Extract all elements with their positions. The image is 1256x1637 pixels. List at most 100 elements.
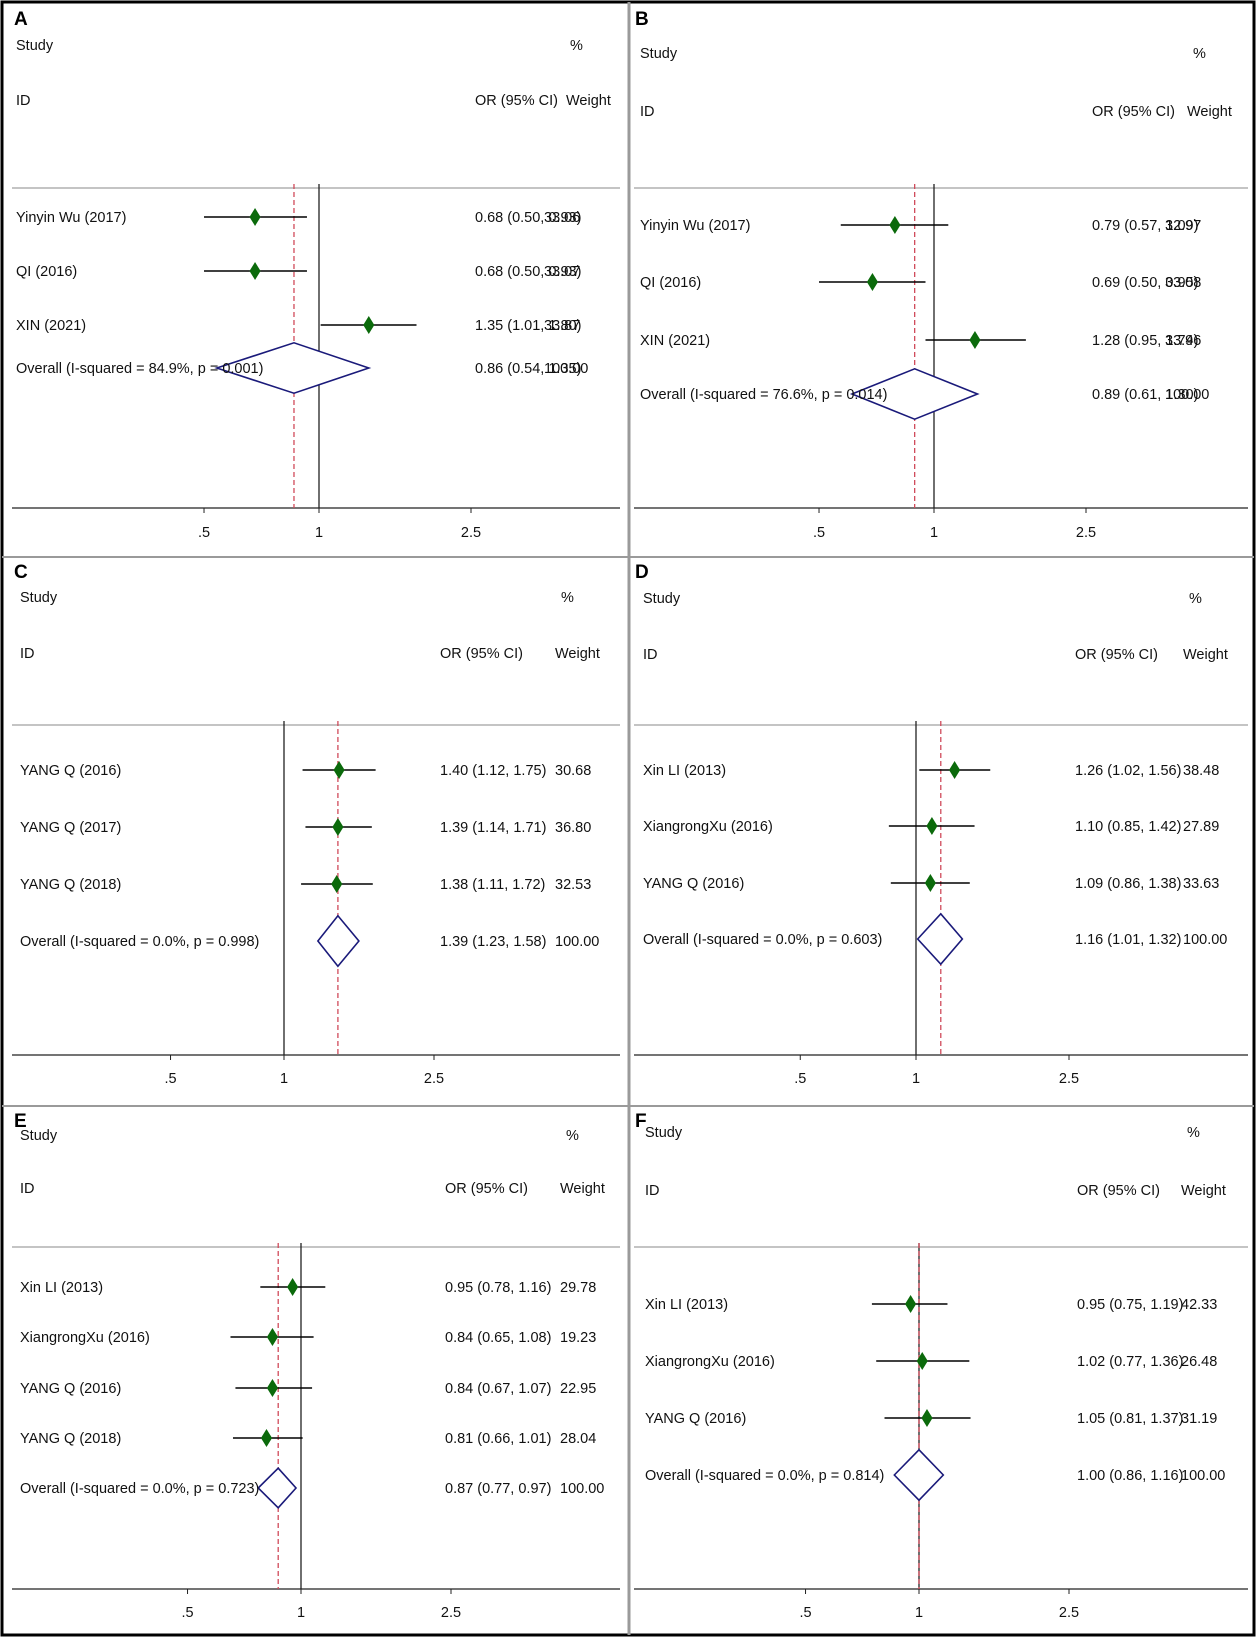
forest-panel-b: B Study % ID OR (95% CI) Weight .5 1 2.5 Yinyin W… [634,9,1248,541]
x-tick-label: .5 [198,525,210,541]
study-or-ci-text: 0.69 (0.50, 0.95) [1092,275,1198,291]
study-or-ci-text: 1.09 (0.86, 1.38) [1075,876,1181,892]
study-weight-text: 33.06 [544,210,580,226]
x-tick-label: 2.5 [1076,525,1096,541]
x-tick-label: .5 [813,525,825,541]
study-weight-text: 33.07 [544,264,580,280]
study-or-ci-text: 0.68 (0.50, 0.93) [475,264,581,280]
overall-label: Overall (I-squared = 0.0%, p = 0.603) [643,932,882,948]
header-id: ID [640,104,655,120]
study-or-ci-text: 1.26 (1.02, 1.56) [1075,763,1181,779]
study-or-ci-text: 1.10 (0.85, 1.42) [1075,819,1181,835]
header-id: ID [16,93,31,109]
overall-or-ci-text: 1.39 (1.23, 1.58) [440,934,546,950]
study-weight-text: 19.23 [560,1330,596,1346]
header-weight: Weight [1187,104,1232,120]
study-or-ci-text: 1.05 (0.81, 1.37) [1077,1411,1183,1427]
header-study: Study [20,1128,58,1144]
x-tick-label: 2.5 [461,525,481,541]
header-percent: % [570,38,583,54]
x-tick-label: .5 [799,1605,811,1621]
study-weight-text: 32.97 [1165,218,1201,234]
header-study: Study [16,38,54,54]
header-study: Study [643,591,681,607]
study-weight-text: 22.95 [560,1381,596,1397]
study-point-marker [916,1352,928,1370]
header-id: ID [20,646,35,662]
overall-weight-text: 100.00 [555,934,599,950]
x-tick-label: 2.5 [1059,1605,1079,1621]
study-label: XiangrongXu (2016) [645,1354,775,1370]
study-weight-text: 28.04 [560,1431,596,1447]
study-weight-text: 33.08 [1165,275,1201,291]
overall-label: Overall (I-squared = 0.0%, p = 0.814) [645,1468,884,1484]
study-or-ci-text: 0.95 (0.75, 1.19) [1077,1297,1183,1313]
study-point-marker [924,874,936,892]
study-label: YANG Q (2016) [643,876,744,892]
study-weight-text: 33.96 [1165,333,1201,349]
study-or-ci-text: 0.84 (0.67, 1.07) [445,1381,551,1397]
overall-or-ci-text: 0.89 (0.61, 1.30) [1092,387,1198,403]
study-point-marker [949,761,961,779]
header-weight: Weight [560,1181,605,1197]
overall-diamond [214,341,372,395]
study-point-marker [363,316,375,334]
overall-label: Overall (I-squared = 76.6%, p = 0.014) [640,387,887,403]
study-point-marker [266,1379,279,1397]
study-label: YANG Q (2016) [645,1411,746,1427]
study-label: Xin LI (2013) [643,763,726,779]
x-tick-label: 1 [297,1605,305,1621]
x-tick-label: .5 [794,1071,806,1087]
overall-or-ci-text: 1.16 (1.01, 1.32) [1075,932,1181,948]
panel-letter: D [635,562,649,583]
header-percent: % [566,1128,579,1144]
overall-weight-text: 100.00 [1181,1468,1225,1484]
overall-diamond [893,1448,945,1502]
study-or-ci-text: 0.84 (0.65, 1.08) [445,1330,551,1346]
overall-weight-text: 100.00 [544,361,588,377]
x-tick-label: 1 [930,525,938,541]
header-or-ci: OR (95% CI) [1075,647,1158,663]
x-tick-label: .5 [164,1071,176,1087]
x-tick-label: 1 [915,1605,923,1621]
study-label: YANG Q (2018) [20,877,121,893]
overall-diamond [316,914,360,968]
x-tick-label: 1 [315,525,323,541]
study-point-marker [333,761,345,779]
study-point-marker [249,262,261,280]
header-id: ID [645,1183,660,1199]
study-point-marker [249,208,261,226]
overall-label: Overall (I-squared = 0.0%, p = 0.998) [20,934,259,950]
x-tick-label: 1 [280,1071,288,1087]
x-tick-label: 2.5 [441,1605,461,1621]
panel-letter: A [14,9,28,30]
x-tick-label: 1 [912,1071,920,1087]
header-weight: Weight [566,93,611,109]
study-or-ci-text: 1.40 (1.12, 1.75) [440,763,546,779]
header-percent: % [1193,46,1206,62]
header-weight: Weight [555,646,600,662]
study-point-marker [889,216,901,234]
study-or-ci-text: 0.95 (0.78, 1.16) [445,1280,551,1296]
study-label: YANG Q (2016) [20,1381,121,1397]
study-label: Xin LI (2013) [20,1280,103,1296]
overall-label: Overall (I-squared = 0.0%, p = 0.723) [20,1481,259,1497]
header-or-ci: OR (95% CI) [475,93,558,109]
study-point-marker [260,1429,273,1447]
header-study: Study [645,1125,683,1141]
study-weight-text: 32.53 [555,877,591,893]
study-weight-text: 30.68 [555,763,591,779]
study-label: YANG Q (2016) [20,763,121,779]
study-point-marker [926,817,938,835]
overall-diamond [916,912,964,966]
forest-panel-a: A Study % ID OR (95% CI) Weight .5 1 2.5 Yinyin W… [12,9,620,541]
study-weight-text: 29.78 [560,1280,596,1296]
study-or-ci-text: 1.02 (0.77, 1.36) [1077,1354,1183,1370]
study-or-ci-text: 1.38 (1.11, 1.72) [440,877,545,893]
study-weight-text: 33.63 [1183,876,1219,892]
header-or-ci: OR (95% CI) [1077,1183,1160,1199]
study-weight-text: 31.19 [1181,1411,1217,1427]
study-label: Xin LI (2013) [645,1297,728,1313]
study-label: XiangrongXu (2016) [643,819,773,835]
